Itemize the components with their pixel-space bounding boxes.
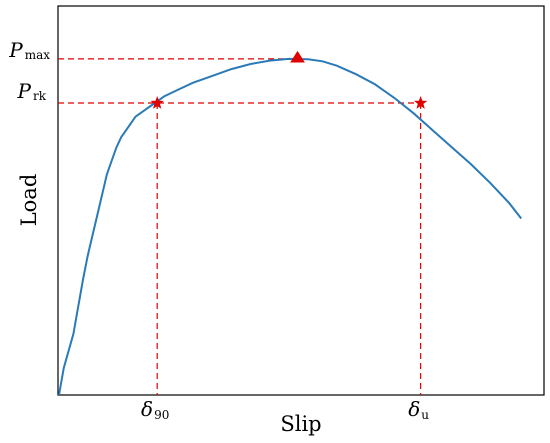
- series-line-load-slip: [58, 57, 522, 396]
- plot-frame: [57, 5, 545, 396]
- guide-lines: [58, 58, 422, 395]
- marker-p-max-triangle: [290, 50, 305, 63]
- p-max-symbol: P: [8, 38, 23, 62]
- p-rk-symbol: P: [17, 79, 32, 103]
- p-rk-subscript: rk: [33, 89, 47, 103]
- tick-label-delta-u: δu: [408, 397, 429, 422]
- delta-u-symbol: δ: [408, 397, 420, 421]
- x-axis-title: Slip: [280, 412, 321, 436]
- p-max-subscript: max: [25, 48, 51, 62]
- delta-90-symbol: δ: [141, 397, 153, 421]
- delta-90-subscript: 90: [154, 408, 169, 422]
- marker-delta-u-star: [414, 96, 428, 109]
- delta-u-subscript: u: [421, 408, 429, 422]
- markers: [150, 50, 428, 109]
- tick-label-delta-90: δ90: [141, 397, 169, 422]
- marker-delta-90-star: [150, 96, 164, 109]
- y-axis-title: Load: [17, 174, 41, 227]
